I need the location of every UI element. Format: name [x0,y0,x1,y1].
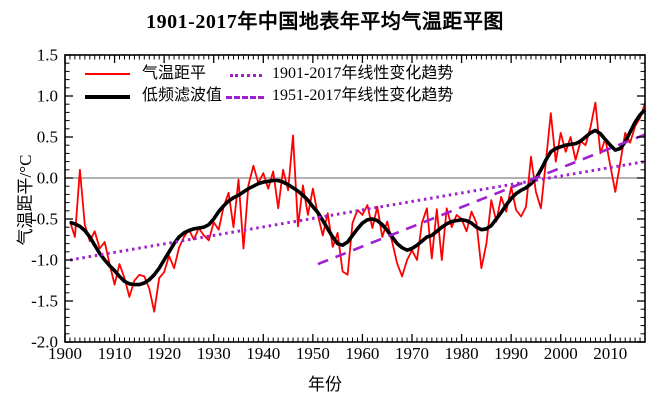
y-tick-label: -2.0 [31,333,58,352]
y-tick-label: 1.0 [37,87,58,106]
x-tick-label: 1960 [345,344,379,363]
x-tick-label: 1950 [296,344,330,363]
legend-line-trend1901-icon [230,74,262,77]
x-tick-label: 1910 [98,344,132,363]
legend: 气温距平 低频滤波值 1901-2017年线性变化趋势 1951-2017年线性… [80,61,510,113]
legend-label-trend1951: 1951-2017年线性变化趋势 [272,87,454,104]
chart-title: 1901-2017年中国地表年平均气温距平图 [146,11,504,33]
legend-label-trend1901: 1901-2017年线性变化趋势 [272,65,454,82]
series-line-1 [69,108,647,287]
legend-line-trend1951-icon [226,96,264,99]
legend-label-filtered: 低频滤波值 [142,87,223,104]
legend-label-anomaly: 气温距平 [142,65,207,82]
x-tick-label: 1940 [246,344,280,363]
y-tick-label: -1.0 [31,251,58,270]
x-tick-label: 1920 [147,344,181,363]
y-tick-label: -1.5 [31,292,58,311]
plot-border [64,54,646,343]
series-line-3 [317,133,646,266]
legend-line-anomaly-icon [85,73,130,75]
x-tick-label: 1980 [445,344,479,363]
y-tick-label: -0.5 [31,210,58,229]
legend-line-filtered-icon [85,95,130,99]
x-tick-label: 1990 [494,344,528,363]
y-tick-label: 0.5 [37,128,58,147]
x-tick-label: 2000 [544,344,578,363]
x-tick-label: 1900 [48,344,82,363]
x-tick-label: 1970 [395,344,429,363]
x-axis-title: 年份 [308,375,342,394]
series-line-0 [69,101,646,313]
x-tick-label: 1930 [197,344,231,363]
series-line-2 [69,160,646,262]
x-tick-label: 2010 [593,344,627,363]
y-axis-title: 气温距平/°C [16,154,35,246]
y-tick-label: 1.5 [37,46,58,65]
y-tick-label: 0.0 [37,169,58,188]
